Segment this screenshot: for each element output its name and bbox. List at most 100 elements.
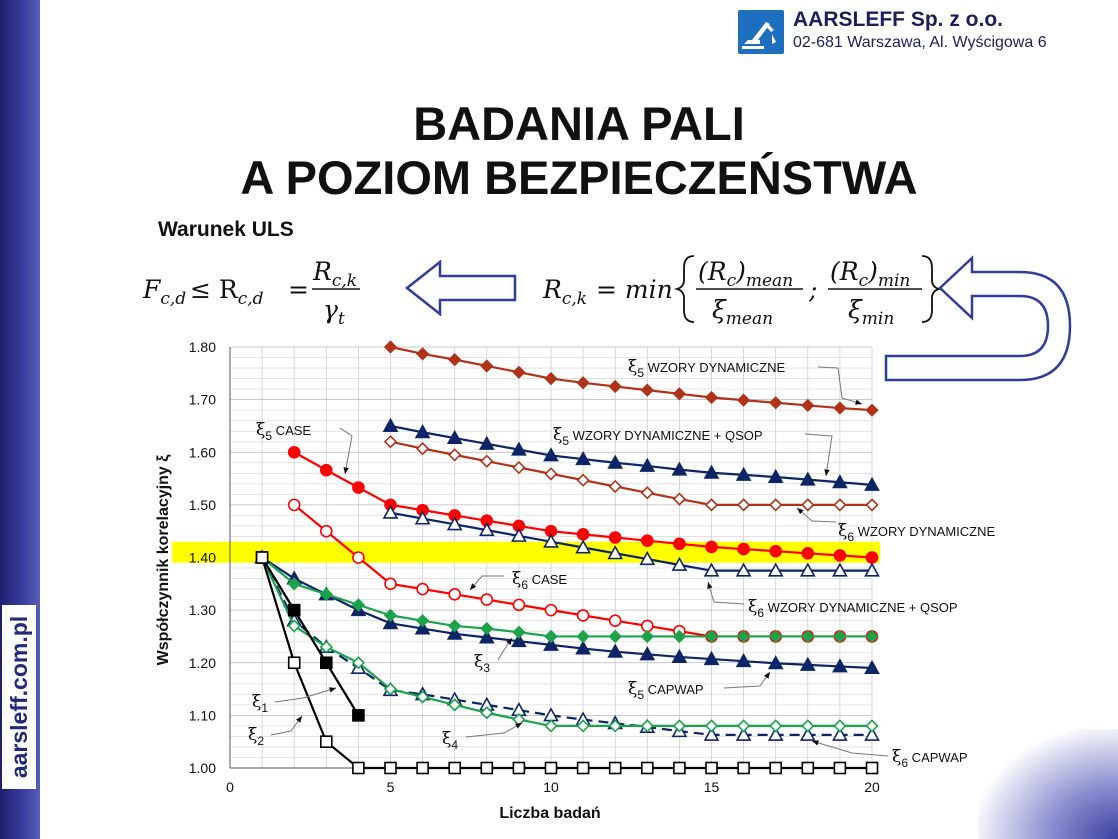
annotation-leader-line — [707, 581, 745, 605]
xi6_case-point — [512, 598, 526, 612]
corner-decoration — [978, 729, 1118, 839]
xi2-point — [673, 761, 686, 775]
annotation-arrowhead — [506, 638, 512, 645]
xi2-point — [576, 761, 590, 775]
xi5_dyn-point — [512, 365, 526, 379]
x-tick-label: 10 — [543, 779, 559, 795]
xi6_dyn_qsop-point — [575, 539, 591, 554]
xi3-point — [640, 629, 654, 644]
xi3-point — [544, 629, 558, 644]
series-xi5_dyn_qsop — [382, 417, 880, 491]
xi4-point — [801, 719, 815, 733]
y-tick-label: 1.10 — [189, 707, 216, 723]
xi5_capwap-point — [864, 659, 880, 675]
y-tick-label: 1.60 — [189, 444, 216, 460]
series-annotation: ξ5 WZORY DYNAMICZNE — [628, 357, 863, 405]
xi5_dyn-point — [383, 340, 398, 354]
series-annotation: ξ3 — [474, 637, 513, 675]
xi3-point — [672, 629, 687, 644]
xi6_case-point — [608, 614, 622, 627]
xi5_capwap-point — [607, 643, 624, 658]
xi6_dyn_qsop-point — [671, 556, 688, 571]
xi4-point — [608, 719, 622, 733]
xi5_dyn-point — [415, 347, 430, 361]
annotation-label: ξ6 CASE — [512, 569, 567, 592]
svg-text:ξmean: ξmean — [712, 295, 773, 329]
x-tick-label: 0 — [226, 779, 234, 795]
xi6_dyn_qsop-point — [832, 562, 848, 577]
svg-text:= min: = min — [596, 275, 673, 304]
series-annotation: ξ6 WZORY DYNAMICZNE — [796, 507, 995, 544]
xi3-point — [704, 629, 719, 644]
annotation-leader-line — [817, 366, 863, 405]
xi3-point — [736, 629, 751, 644]
xi5_case-point — [865, 551, 879, 564]
xi5_capwap-point — [478, 629, 495, 644]
xi1-point — [319, 656, 333, 670]
xi4-point — [736, 719, 751, 733]
xi5_dyn_qsop-point — [671, 461, 688, 476]
xi2-point — [319, 735, 333, 748]
left-arrow-icon — [404, 259, 517, 317]
xi1-point — [287, 603, 301, 617]
xi6_dyn_qsop-point — [511, 527, 527, 542]
xi6_dyn_qsop-point — [799, 562, 816, 577]
xi4-point — [704, 719, 719, 733]
svg-text:=: = — [288, 275, 309, 304]
xi5_case-point — [319, 463, 333, 477]
xi6_capwap-point — [864, 726, 880, 741]
xi2-point — [608, 761, 622, 775]
svg-text:ξmin: ξmin — [848, 295, 894, 329]
series-annotation: ξ5 CAPWAP — [628, 671, 771, 702]
xi6_dyn-point — [576, 473, 590, 487]
y-tick-label: 1.50 — [189, 497, 216, 513]
xi2-point — [416, 761, 429, 775]
annotation-arrowhead — [470, 583, 477, 590]
xi5_dyn-point — [640, 383, 654, 397]
xi6_dyn-point — [480, 454, 494, 468]
xi6_dyn-point — [544, 467, 558, 481]
xi6_dyn_qsop-point — [639, 550, 656, 566]
xi6_case-point — [416, 582, 429, 596]
annotation-label: ξ5 WZORY DYNAMICZNE — [628, 357, 785, 380]
xi4-point — [769, 719, 783, 733]
xi6_dyn-point — [736, 498, 751, 512]
xi5_dyn-point — [736, 393, 751, 407]
xi4-point — [544, 719, 558, 733]
xi2-point — [544, 761, 558, 775]
xi3-point — [319, 587, 333, 601]
xi3-point — [415, 614, 430, 628]
annotation-label: ξ5 CASE — [256, 420, 311, 443]
company-logo-icon — [738, 10, 784, 54]
xi5_capwap-point — [735, 653, 752, 668]
xi6_case-point — [287, 498, 301, 512]
xi5_dyn-point — [801, 398, 815, 413]
xi2-point — [480, 761, 494, 775]
uls-condition-label: Warunek ULS — [158, 218, 294, 241]
formula-right: Rc,k = min (Rc)mean ξmean ; (Rc)min ξmin — [542, 255, 943, 329]
slide-title-line-1: BADANIA PALI — [413, 97, 745, 150]
xi3-point — [801, 629, 815, 644]
xi5_capwap-point — [671, 648, 688, 663]
xi5_dyn_qsop-point — [639, 457, 656, 472]
xi5_dyn-point — [704, 390, 719, 405]
xi3-point — [448, 619, 462, 633]
xi4-point — [576, 719, 590, 733]
xi5_case-point — [287, 445, 301, 459]
xi6_dyn_qsop-point — [767, 562, 784, 577]
xi5_case-point — [801, 546, 815, 560]
annotation-label: ξ4 — [442, 729, 458, 752]
xi5_capwap-point — [639, 646, 656, 661]
series-line-xi6_dyn — [390, 440, 872, 506]
xi5_capwap-point — [382, 615, 399, 630]
xi5_case-point — [640, 534, 654, 547]
series-annotation: ξ5 CASE — [256, 420, 353, 475]
xi6_capwap-point — [832, 726, 848, 741]
xi6_case-point — [384, 577, 397, 591]
annotation-leader-line — [339, 427, 353, 475]
xi5_dyn-point — [480, 359, 494, 373]
svg-text:γt: γt — [323, 295, 345, 329]
xi3-point — [351, 598, 366, 612]
xi3-point — [608, 629, 622, 644]
series-annotation: ξ6 CAPWAP — [811, 740, 968, 770]
